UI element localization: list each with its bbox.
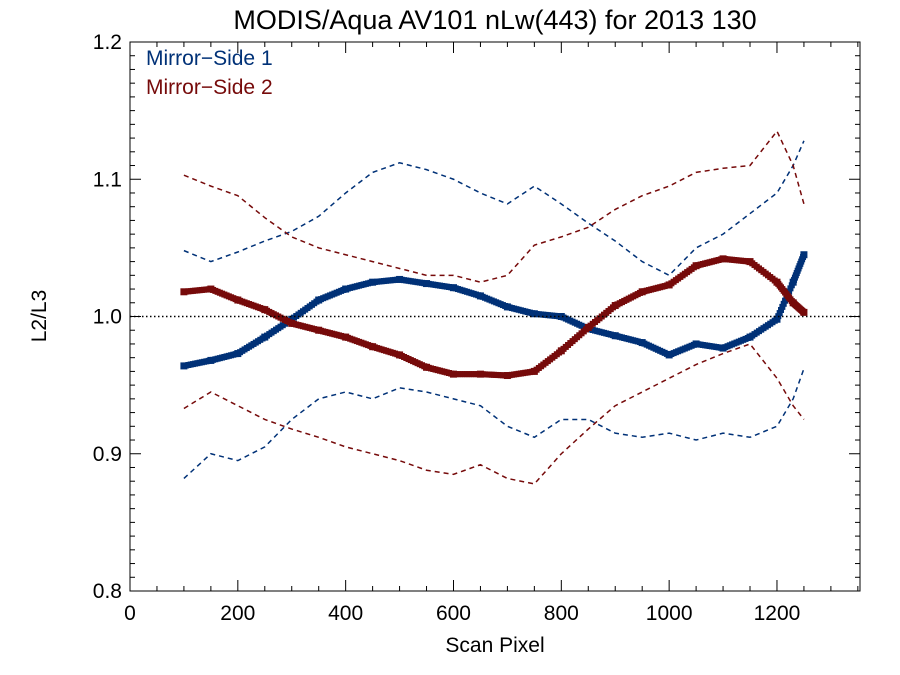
- y-tick-label: 0.9: [93, 443, 122, 466]
- mirror-side-1-point: [800, 251, 808, 259]
- y-tick-label: 1.2: [93, 31, 122, 54]
- mirror-side-1-point: [778, 306, 785, 313]
- x-tick-label: 1000: [646, 602, 693, 625]
- x-axis-label: Scan Pixel: [445, 634, 544, 657]
- x-tick-label: 400: [328, 602, 363, 625]
- mirror-side-1-upper-bound: [183, 140, 805, 277]
- mirror-side-1-lower-bound: [183, 368, 805, 480]
- y-tick-label: 1.1: [93, 168, 122, 191]
- x-tick-label: 0: [124, 602, 136, 625]
- mirror-side-2-upper-bound: [183, 129, 805, 283]
- mirror-side-1-point: [780, 300, 787, 307]
- axis-ticks: [129, 41, 860, 592]
- chart-title: MODIS/Aqua AV101 nLw(443) for 2013 130: [233, 5, 756, 35]
- x-tick-label: 600: [436, 602, 471, 625]
- plot-area: [129, 41, 861, 592]
- legend-entry-mirror-side-1: Mirror−Side 1: [146, 47, 273, 70]
- series-layer: [180, 129, 808, 485]
- legend-entry-mirror-side-2: Mirror−Side 2: [146, 76, 273, 99]
- mirror-side-1-point: [779, 303, 786, 310]
- mirror-side-1-point: [787, 285, 794, 292]
- x-tick-label: 800: [544, 602, 579, 625]
- x-tick-label: 1200: [754, 602, 801, 625]
- mirror-side-1-point: [782, 297, 789, 304]
- y-tick-labels: 0.8 0.9 1.0 1.1 1.2: [93, 31, 122, 603]
- y-axis-label: L2/L3: [28, 290, 51, 343]
- legend: Mirror−Side 1 Mirror−Side 2: [146, 47, 273, 99]
- x-tick-labels: 0 200 400 600 800 1000 1200: [124, 602, 800, 625]
- mirror-side-1-point: [776, 310, 783, 317]
- mirror-side-2-lower-bound: [183, 343, 805, 485]
- mirror-side-2-point: [800, 308, 808, 316]
- y-tick-label: 0.8: [93, 580, 122, 603]
- mirror-side-1-points: [180, 251, 808, 370]
- mirror-side-1-point: [773, 315, 781, 323]
- y-tick-label: 1.0: [93, 306, 122, 329]
- mirror-side-2-points: [180, 255, 808, 380]
- x-tick-label: 200: [220, 602, 255, 625]
